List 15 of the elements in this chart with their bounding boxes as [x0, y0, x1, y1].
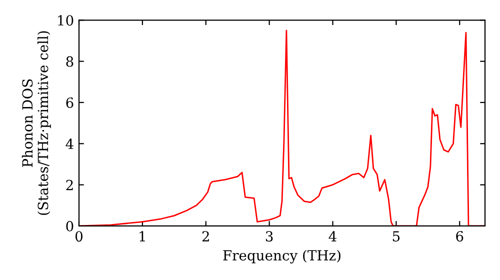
- x-tick-label: 2: [202, 231, 209, 242]
- y-tick-label: 0: [66, 220, 74, 232]
- y-tick-label: 2: [66, 180, 73, 190]
- y-axis-title: Phonon DOS (States/THz·primitive cell): [22, 31, 51, 215]
- y-tick-label: 8: [66, 56, 74, 67]
- x-tick-label: 4: [328, 231, 336, 242]
- y-tick-label: 4: [66, 138, 74, 149]
- y-tick-label: 10: [58, 15, 74, 26]
- x-tick-label: 3: [266, 231, 273, 242]
- y-tick-label: 6: [66, 97, 74, 108]
- x-axis-title: Frequency (THz): [223, 250, 340, 264]
- x-tick-label: 6: [456, 231, 464, 242]
- x-tick-label: 1: [140, 231, 145, 242]
- x-tick-label: 5: [392, 231, 400, 242]
- x-tick-label: 0: [75, 231, 82, 242]
